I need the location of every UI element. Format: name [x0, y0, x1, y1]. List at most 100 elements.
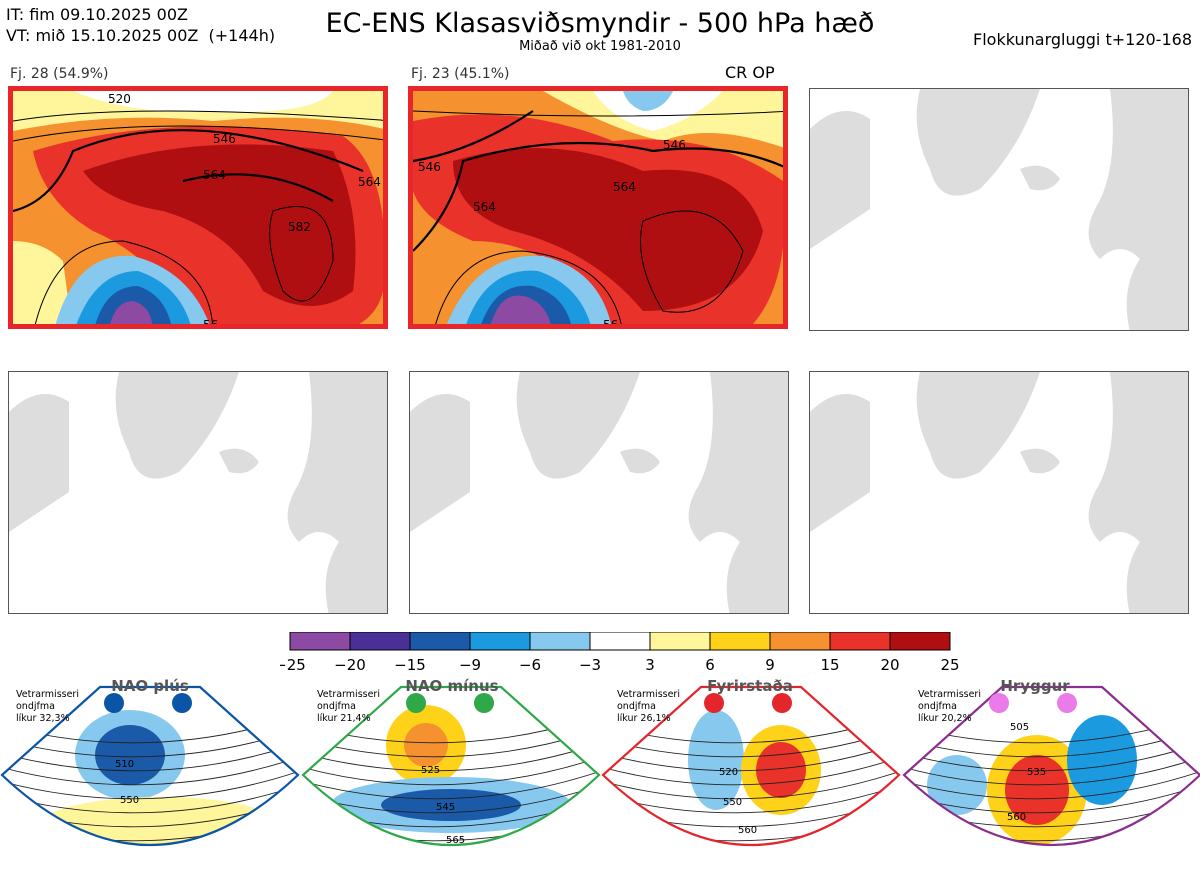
height-contour: [2, 784, 298, 814]
chart-title: EC-ENS Klasasviðsmyndir - 500 hPa hæð: [325, 8, 875, 39]
regime-outline: [0, 685, 300, 847]
regime-outline: [601, 685, 901, 847]
anomaly-area: [1005, 755, 1069, 825]
height-contour: [303, 784, 599, 814]
contour-label: 525: [421, 765, 440, 776]
cluster-map-3: [809, 88, 1189, 331]
contour-label: 565: [446, 835, 465, 846]
contour-label: 564: [358, 175, 381, 189]
contour-label: 550: [120, 795, 139, 806]
cluster-1-label: Fj. 28 (54.9%): [10, 66, 109, 82]
regime-outline: [301, 685, 601, 847]
regime-info-line: Vetrarmisseri: [317, 689, 380, 700]
empty-map: [810, 89, 1188, 330]
height-contour: [303, 756, 599, 786]
colorbar-swatch: [829, 632, 891, 651]
crop-label: CR OP: [725, 63, 775, 82]
cluster-2-label: Fj. 23 (45.1%): [411, 66, 510, 82]
header-info: IT: fim 09.10.2025 00Z VT: mið 15.10.2025…: [6, 4, 275, 46]
anomaly-area: [1067, 715, 1137, 805]
contour-label: 560: [738, 825, 757, 836]
colorbar-tick-label: 20: [880, 656, 899, 674]
init-time: IT: fim 09.10.2025 00Z: [6, 5, 188, 24]
regime-marker: [406, 693, 426, 713]
regime-info: Vetrarmisseri ondjfma líkur 21,4%: [317, 689, 380, 725]
colorbar-swatch: [529, 632, 591, 651]
regime-info-line: Vetrarmisseri: [918, 689, 981, 700]
cluster-1-heatmap: 520 546 564 582 564 56: [13, 91, 383, 329]
height-contour: [603, 770, 899, 800]
colorbar-tick-label: −6: [519, 656, 541, 674]
regime-info-line: ondjfma: [617, 701, 656, 712]
contour-label: 564: [203, 168, 226, 182]
contour-label: 535: [1027, 767, 1046, 778]
height-contour: [904, 784, 1200, 814]
colorbar-tick-label: 25: [940, 656, 959, 674]
regime-info: Vetrarmisseri ondjfma líkur 26,1%: [617, 689, 680, 725]
regime-info-line: líkur 32,3%: [16, 713, 70, 724]
contour-label: 56: [203, 318, 218, 329]
height-contour: [2, 756, 298, 786]
chart-subtitle: Miðað við okt 1981-2010: [519, 39, 681, 54]
height-contour: [303, 742, 599, 772]
anomaly-area: [404, 723, 448, 767]
contour-label: 520: [108, 92, 131, 106]
regime-info-line: líkur 21,4%: [317, 713, 371, 724]
height-contour: [2, 770, 298, 800]
contour-label: 546: [418, 160, 441, 174]
contour-label: 56: [603, 318, 618, 329]
colorbar-swatch: [349, 632, 411, 651]
regime-marker: [704, 693, 724, 713]
anomaly-area: [688, 710, 744, 810]
regime-info-line: ondjfma: [918, 701, 957, 712]
anomaly-area: [381, 789, 521, 821]
cluster-2-heatmap: 546 564 546 564 56: [413, 91, 783, 329]
regime-marker: [474, 693, 494, 713]
colorbar-tick-label: 9: [765, 656, 775, 674]
colorbar-tick-label: 3: [645, 656, 655, 674]
anomaly-area: [1017, 859, 1047, 870]
height-contour: [603, 784, 899, 814]
contour-label: 546: [663, 138, 686, 152]
regime-title: NAO plús: [111, 677, 189, 695]
contour-label: 550: [723, 797, 742, 808]
height-contour: [2, 742, 298, 772]
classification-window: Flokkunargluggi t+120-168: [973, 30, 1192, 49]
contour-label: 520: [719, 767, 738, 778]
anomaly-area: [927, 755, 987, 815]
regime-info: Vetrarmisseri ondjfma líkur 32,3%: [16, 689, 79, 725]
regime-marker: [172, 693, 192, 713]
empty-map: [810, 372, 1188, 613]
colorbar-swatch: [889, 632, 951, 651]
contour-label: 510: [115, 759, 134, 770]
contour-label: 505: [1010, 722, 1029, 733]
regime-info-line: Vetrarmisseri: [617, 689, 680, 700]
colorbar-swatch: [469, 632, 531, 651]
valid-time: VT: mið 15.10.2025 00Z (+144h): [6, 26, 276, 45]
colorbar-swatch: [589, 632, 651, 651]
anomaly-area: [95, 725, 165, 785]
cluster-map-6: [809, 371, 1189, 614]
height-contour: [603, 742, 899, 772]
contour-label: 546: [213, 132, 236, 146]
colorbar-swatch: [649, 632, 711, 651]
colorbar-tick-label: 6: [705, 656, 715, 674]
regime-info: Vetrarmisseri ondjfma líkur 20,2%: [918, 689, 981, 725]
cluster-map-1: 520 546 564 582 564 56: [8, 86, 388, 329]
height-contour: [904, 770, 1200, 800]
contour-label: 564: [613, 180, 636, 194]
regime-info-line: ondjfma: [16, 701, 55, 712]
colorbar-tick-label: −9: [459, 656, 481, 674]
height-contour: [904, 756, 1200, 786]
regime-info-line: líkur 26,1%: [617, 713, 671, 724]
contour-label: 564: [473, 200, 496, 214]
cluster-map-4: [8, 371, 388, 614]
colorbar-swatch: [409, 632, 471, 651]
colorbar-tick-label: −15: [394, 656, 426, 674]
empty-map: [410, 372, 788, 613]
colorbar-swatch: [709, 632, 771, 651]
colorbar-tick-label: −25: [280, 656, 306, 674]
height-contour: [904, 742, 1200, 772]
height-contour: [603, 756, 899, 786]
regime-map: 520 550 560: [601, 685, 901, 847]
